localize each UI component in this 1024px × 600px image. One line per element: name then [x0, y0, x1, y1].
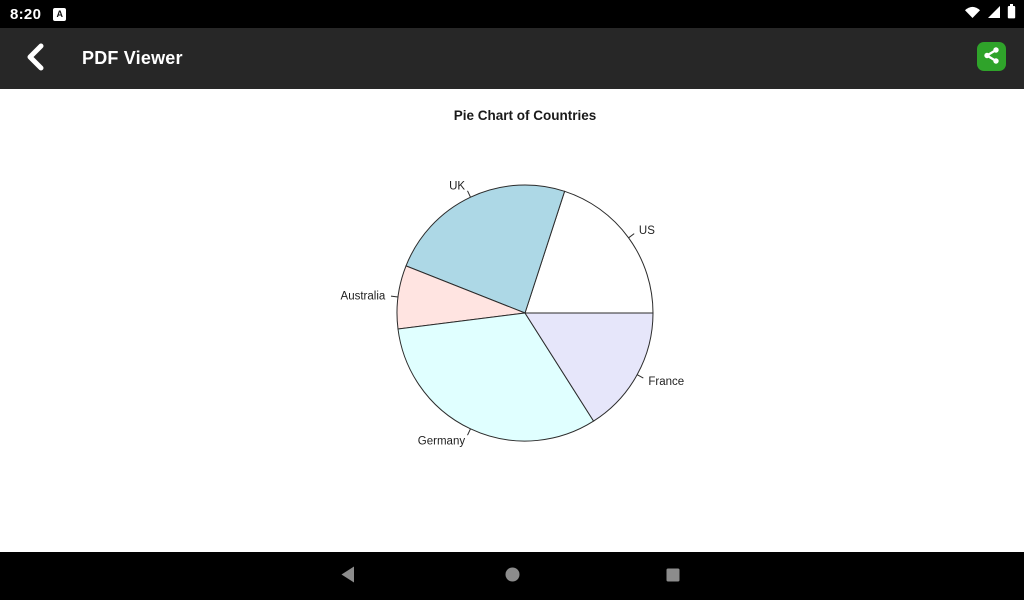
back-button[interactable] [14, 37, 58, 81]
pdf-page-view[interactable]: Pie Chart of Countries US UK Australia Germ… [0, 89, 1024, 552]
pie-label-france: France [648, 376, 684, 388]
label-line-france [636, 374, 644, 379]
battery-icon [1007, 4, 1016, 24]
pie-label-germany: Germany [418, 435, 466, 447]
navigation-bar [0, 552, 1024, 600]
notification-icon: A [53, 7, 67, 21]
pie-slice-uk [405, 184, 566, 314]
pie-label-us: US [639, 225, 655, 237]
pie-slice-france [524, 312, 654, 422]
pie-label-uk: UK [449, 181, 465, 193]
nav-back-button[interactable] [316, 552, 380, 600]
chart-title: Pie Chart of Countries [453, 108, 597, 123]
nav-home-icon [505, 567, 520, 585]
status-icons [964, 0, 1016, 28]
share-button[interactable] [977, 42, 1006, 71]
back-chevron-icon [25, 43, 47, 74]
nav-back-icon [341, 566, 355, 586]
wifi-icon [964, 5, 981, 24]
label-line-germany [467, 428, 471, 436]
pie-chart: US UK Australia Germany France [341, 181, 685, 448]
status-time: 8:20 [10, 5, 42, 23]
pie-label-australia: Australia [341, 290, 386, 302]
label-line-australia [390, 295, 399, 298]
label-line-uk [467, 190, 471, 198]
nav-recents-icon [666, 568, 680, 585]
status-bar: 8:20 A [0, 0, 1024, 28]
label-line-us [628, 233, 635, 239]
app-bar: PDF Viewer [0, 28, 1024, 89]
nav-home-button[interactable] [480, 552, 544, 600]
nav-recents-button[interactable] [641, 552, 705, 600]
app-title: PDF Viewer [82, 48, 183, 68]
cell-signal-icon [987, 5, 1001, 24]
pie-slice-us [524, 190, 654, 314]
share-icon [982, 46, 1001, 68]
